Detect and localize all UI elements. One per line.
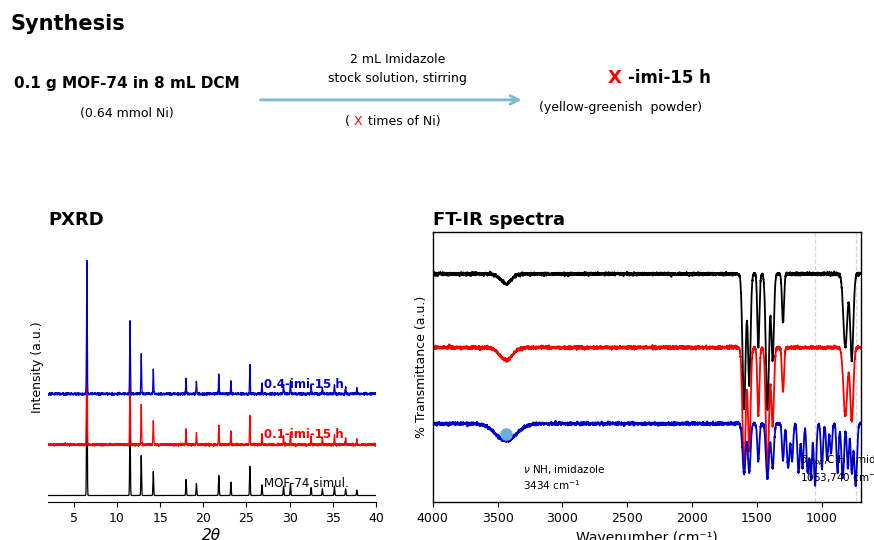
Text: (: ( [345,115,350,128]
Text: FT-IR spectra: FT-IR spectra [433,211,565,230]
Text: 2 mL Imidazole: 2 mL Imidazole [350,53,446,66]
Text: (0.64 mmol Ni): (0.64 mmol Ni) [80,107,174,120]
Text: (yellow-greenish  powder): (yellow-greenish powder) [539,102,702,114]
Text: Synthesis: Synthesis [10,14,125,33]
Text: $\nu$ NH, imidazole
3434 cm$^{-1}$: $\nu$ NH, imidazole 3434 cm$^{-1}$ [524,463,606,492]
Text: PXRD: PXRD [48,211,104,230]
Text: 0.4-imi-15 h: 0.4-imi-15 h [264,378,343,391]
X-axis label: Wavenumber (cm⁻¹): Wavenumber (cm⁻¹) [576,530,718,540]
Text: times of Ni): times of Ni) [364,115,440,128]
Y-axis label: % Transmittance (a.u.): % Transmittance (a.u.) [415,296,428,438]
Text: 0.1-imi-15 h: 0.1-imi-15 h [264,428,343,441]
Text: MOF-74 simul.: MOF-74 simul. [264,477,349,490]
Text: $\delta$ $_{oop}$,C-H, imidazole
1053,740 cm$^{-1}$: $\delta$ $_{oop}$,C-H, imidazole 1053,74… [800,454,874,485]
X-axis label: 2θ: 2θ [203,528,221,540]
Text: 0.1 g MOF-74 in 8 mL DCM: 0.1 g MOF-74 in 8 mL DCM [14,76,239,91]
Y-axis label: Intensity (a.u.): Intensity (a.u.) [31,321,44,413]
Text: stock solution, stirring: stock solution, stirring [329,72,467,85]
Text: -imi-15 h: -imi-15 h [628,69,711,87]
Text: X: X [354,115,363,128]
Text: X: X [607,69,621,87]
